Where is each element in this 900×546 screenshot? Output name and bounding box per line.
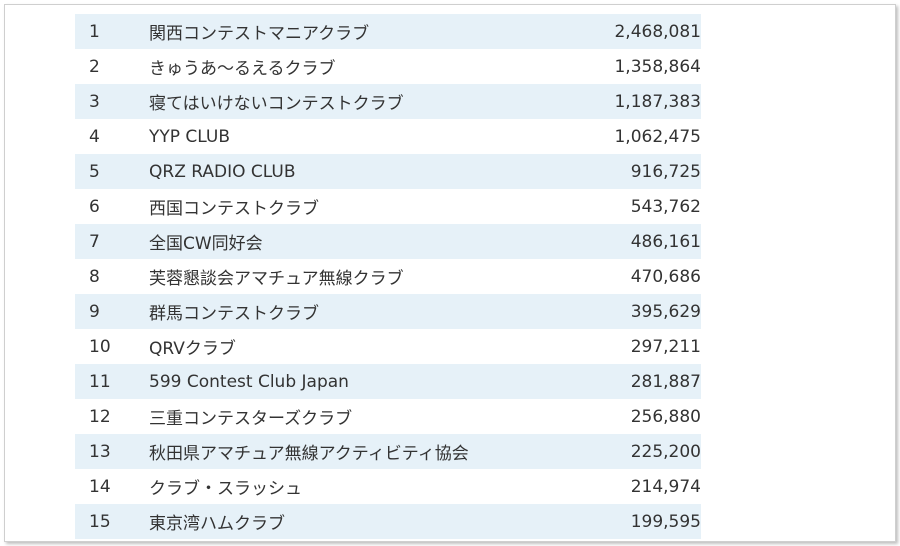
table-row: 12 三重コンテスターズクラブ 256,880 bbox=[75, 399, 701, 434]
table-row: 14 クラブ・スラッシュ 214,974 bbox=[75, 469, 701, 504]
club-name-cell: 599 Contest Club Japan bbox=[149, 371, 349, 392]
table-row: 6 西国コンテストクラブ 543,762 bbox=[75, 189, 701, 224]
score-cell: 916,725 bbox=[630, 161, 701, 182]
rank-cell: 1 bbox=[89, 21, 100, 42]
score-cell: 1,187,383 bbox=[614, 91, 701, 112]
score-cell: 214,974 bbox=[630, 476, 701, 497]
table-row: 8 芙蓉懇談会アマチュア無線クラブ 470,686 bbox=[75, 259, 701, 294]
table-row: 7 全国CW同好会 486,161 bbox=[75, 224, 701, 259]
club-ranking-table: 1 関西コンテストマニアクラブ 2,468,081 2 きゅうあ～るえるクラブ … bbox=[75, 14, 701, 539]
score-cell: 281,887 bbox=[630, 371, 701, 392]
score-cell: 297,211 bbox=[630, 336, 701, 357]
club-name-cell: YYP CLUB bbox=[149, 126, 231, 147]
club-name-cell: QRVクラブ bbox=[149, 339, 236, 359]
club-name-cell: 秋田県アマチュア無線アクティビティ協会 bbox=[149, 444, 469, 464]
rank-cell: 15 bbox=[89, 511, 111, 532]
score-cell: 199,595 bbox=[630, 511, 701, 532]
club-name-cell: きゅうあ～るえるクラブ bbox=[149, 59, 336, 79]
score-cell: 2,468,081 bbox=[614, 21, 701, 42]
club-name-cell: クラブ・スラッシュ bbox=[149, 479, 302, 499]
rank-cell: 10 bbox=[89, 336, 111, 357]
score-cell: 1,358,864 bbox=[614, 56, 701, 77]
club-name-cell: 寝てはいけないコンテストクラブ bbox=[149, 94, 404, 114]
club-name-cell: 芙蓉懇談会アマチュア無線クラブ bbox=[149, 269, 404, 289]
rank-cell: 13 bbox=[89, 441, 111, 462]
club-name-cell: 西国コンテストクラブ bbox=[149, 199, 319, 219]
table-row: 9 群馬コンテストクラブ 395,629 bbox=[75, 294, 701, 329]
table-row: 5 QRZ RADIO CLUB 916,725 bbox=[75, 154, 701, 189]
club-name-cell: 東京湾ハムクラブ bbox=[149, 514, 285, 534]
rank-cell: 7 bbox=[89, 231, 100, 252]
rank-cell: 12 bbox=[89, 406, 111, 427]
score-cell: 543,762 bbox=[630, 196, 701, 217]
score-cell: 395,629 bbox=[630, 301, 701, 322]
rank-cell: 3 bbox=[89, 91, 100, 112]
score-cell: 256,880 bbox=[630, 406, 701, 427]
rank-cell: 14 bbox=[89, 476, 111, 497]
club-name-cell: 全国CW同好会 bbox=[149, 234, 263, 254]
rank-cell: 5 bbox=[89, 161, 100, 182]
table-row: 2 きゅうあ～るえるクラブ 1,358,864 bbox=[75, 49, 701, 84]
club-name-cell: QRZ RADIO CLUB bbox=[149, 161, 296, 182]
score-cell: 470,686 bbox=[630, 266, 701, 287]
rank-cell: 8 bbox=[89, 266, 100, 287]
score-cell: 1,062,475 bbox=[614, 126, 701, 147]
table-row: 10 QRVクラブ 297,211 bbox=[75, 329, 701, 364]
score-cell: 486,161 bbox=[630, 231, 701, 252]
table-row: 1 関西コンテストマニアクラブ 2,468,081 bbox=[75, 14, 701, 49]
club-name-cell: 関西コンテストマニアクラブ bbox=[149, 24, 370, 44]
table-row: 11 599 Contest Club Japan 281,887 bbox=[75, 364, 701, 399]
rank-cell: 4 bbox=[89, 126, 100, 147]
rank-cell: 11 bbox=[89, 371, 111, 392]
rank-cell: 9 bbox=[89, 301, 100, 322]
table-row: 3 寝てはいけないコンテストクラブ 1,187,383 bbox=[75, 84, 701, 119]
table-row: 13 秋田県アマチュア無線アクティビティ協会 225,200 bbox=[75, 434, 701, 469]
club-name-cell: 三重コンテスターズクラブ bbox=[149, 409, 353, 429]
rank-cell: 2 bbox=[89, 56, 100, 77]
score-cell: 225,200 bbox=[630, 441, 701, 462]
rank-cell: 6 bbox=[89, 196, 100, 217]
table-row: 15 東京湾ハムクラブ 199,595 bbox=[75, 504, 701, 539]
table-row: 4 YYP CLUB 1,062,475 bbox=[75, 119, 701, 154]
club-name-cell: 群馬コンテストクラブ bbox=[149, 304, 319, 324]
ranking-panel: 1 関西コンテストマニアクラブ 2,468,081 2 きゅうあ～るえるクラブ … bbox=[4, 4, 896, 542]
